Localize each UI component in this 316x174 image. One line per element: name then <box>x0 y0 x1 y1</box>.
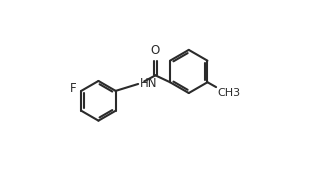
Text: HN: HN <box>140 77 157 90</box>
Text: F: F <box>70 82 77 95</box>
Text: CH3: CH3 <box>217 88 240 98</box>
Text: O: O <box>151 44 160 57</box>
